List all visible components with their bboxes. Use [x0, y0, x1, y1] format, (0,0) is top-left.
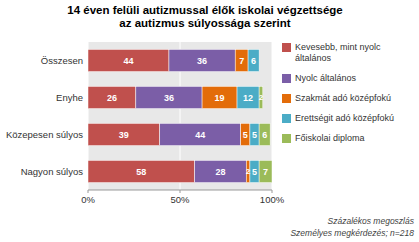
legend-label: Nyolc általános	[295, 73, 357, 83]
data-label: 7	[263, 167, 268, 177]
bar-segment	[136, 86, 202, 108]
category-label: Közepesen súlyos	[6, 129, 83, 140]
data-label: 36	[197, 56, 207, 66]
bar-segment	[250, 160, 259, 182]
data-label: 12	[243, 93, 253, 103]
bar-segment	[259, 123, 270, 145]
data-label: 39	[119, 130, 129, 140]
legend-swatch	[282, 94, 291, 103]
legend-swatch	[282, 114, 291, 123]
title: 14 éven felüli autizmussal élők iskolai …	[67, 4, 342, 29]
footnote: Százalékos megoszlás	[328, 216, 415, 226]
legend-label: Főiskolai diploma	[295, 133, 365, 143]
bar-segment	[250, 123, 259, 145]
category-label: Enyhe	[56, 92, 83, 103]
x-axis: 0% 50% 100%	[81, 190, 285, 205]
tick-mark	[88, 190, 89, 193]
chart: 14 éven felüli autizmussal élők iskolai …	[0, 0, 419, 242]
data-label: 19	[215, 93, 225, 103]
legend-label: Erettségit adó középfokú	[295, 113, 394, 123]
bar-segment	[195, 160, 247, 182]
data-label: 58	[136, 167, 146, 177]
data-label: 44	[195, 130, 205, 140]
data-label: 6	[251, 56, 256, 66]
bar-segment	[160, 123, 241, 145]
tick-label: 0%	[81, 194, 95, 205]
legend-swatch	[282, 74, 291, 83]
data-label: 26	[107, 93, 117, 103]
bar-segment	[259, 49, 260, 71]
bar-segment	[202, 86, 237, 108]
bar-segment	[88, 123, 160, 145]
bars	[88, 49, 272, 182]
category-label: Összesen	[41, 55, 83, 66]
bar-segment	[248, 49, 259, 71]
bar-segment	[259, 160, 272, 182]
bar-segment	[88, 86, 136, 108]
plot-background	[88, 42, 272, 190]
bar-segment	[88, 49, 169, 71]
legend-label: Kevesebb, mint nyolcáltalános	[295, 42, 381, 63]
data-label: 7	[239, 56, 244, 66]
bar-segment	[259, 86, 263, 108]
grid	[88, 42, 272, 190]
footnotes: Százalékos megoszlás Személyes megkérdezé…	[290, 216, 414, 238]
data-label: 6	[262, 130, 267, 140]
bar-segment	[88, 160, 195, 182]
data-label: 5	[243, 130, 248, 140]
tick-mark	[180, 190, 181, 193]
bar-segment	[169, 49, 235, 71]
data-label: 5	[252, 130, 257, 140]
data-label: 28	[215, 167, 225, 177]
footnote: Személyes megkérdezés; n=218	[290, 228, 414, 238]
tick-label: 50%	[170, 194, 190, 205]
bar-segment	[241, 123, 250, 145]
legend: Kevesebb, mint nyolcáltalános Nyolc által…	[282, 42, 394, 143]
data-label: 44	[123, 56, 133, 66]
bar-segment	[246, 160, 250, 182]
legend-swatch	[282, 134, 291, 143]
y-axis: Összesen Enyhe Közepesen súlyos Nagyon súly…	[6, 55, 83, 177]
legend-swatch	[282, 43, 291, 52]
tick-mark	[272, 190, 273, 193]
data-label: 5	[252, 167, 257, 177]
category-label: Nagyon súlyos	[21, 166, 84, 177]
tick-label: 100%	[260, 194, 285, 205]
legend-label: Szakmát adó középfokú	[295, 93, 391, 103]
data-labels: 44367626361912239445565828257	[107, 56, 268, 177]
bar-segment	[237, 86, 259, 108]
data-label: 2	[259, 93, 264, 102]
data-label: 36	[164, 93, 174, 103]
bar-segment	[235, 49, 248, 71]
data-label: 2	[246, 167, 251, 176]
